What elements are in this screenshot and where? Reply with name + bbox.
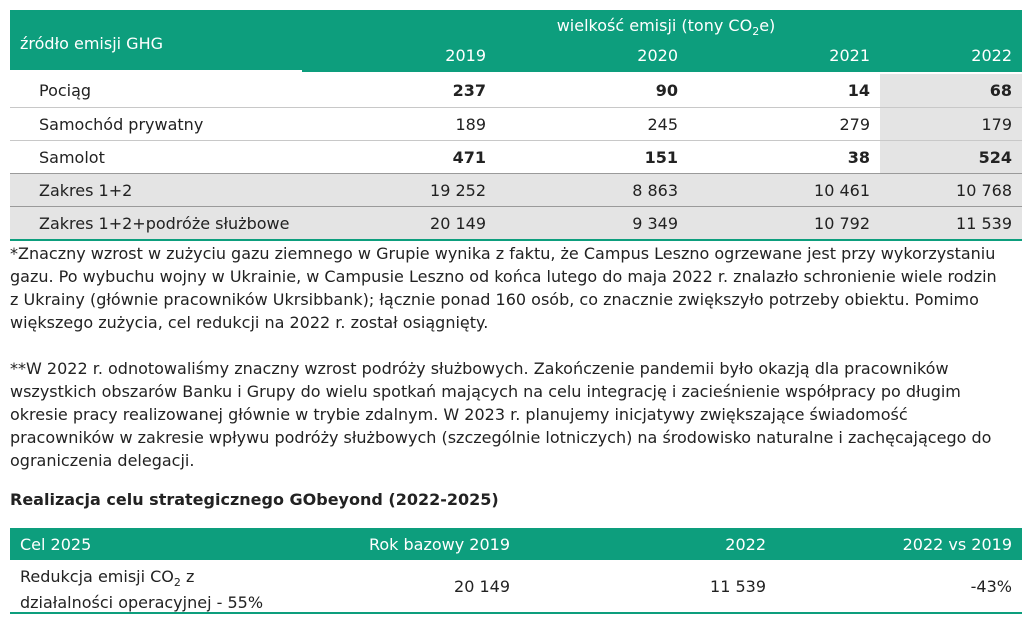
table-row: Pociąg 237 90 14 68: [10, 74, 1022, 107]
cell-2021: 10 461: [814, 181, 870, 200]
footnote-line: pracowników w zakresie wpływu podróży sł…: [10, 428, 992, 447]
cell-2020: 151: [644, 148, 678, 167]
table-row: Samochód prywatny 189 245 279 179: [10, 108, 1022, 140]
cell-2020: 90: [655, 81, 678, 100]
row-divider: [10, 140, 1022, 141]
goal-header-target: Cel 2025: [20, 535, 92, 554]
column-2022-shade: [880, 74, 1022, 107]
goal-row: Redukcja emisji CO2 z działalności operac…: [10, 560, 1022, 612]
cell-2019: 20 149: [430, 214, 486, 233]
footnote-line: większego zużycia, cel redukcji na 2022 …: [10, 313, 489, 332]
footnote-line: gazu. Po wybuchu wojny w Ukrainie, w Cam…: [10, 267, 997, 286]
table-bottom-border: [10, 239, 1022, 241]
footnote-line: wszystkich obszarów Banku i Grupy do wie…: [10, 382, 961, 401]
section-title: Realizacja celu strategicznego GObeyond …: [10, 490, 499, 509]
cell-2022: 10 768: [956, 181, 1012, 200]
header-underline: [10, 70, 302, 72]
cell-2021: 38: [847, 148, 870, 167]
goal-table-bottom-border: [10, 612, 1022, 614]
column-2022-shade: [880, 108, 1022, 140]
goal-value-2022: 11 539: [710, 577, 766, 596]
table-row: Zakres 1+2+podróże służbowe 20 149 9 349…: [10, 207, 1022, 239]
cell-2022: 11 539: [956, 214, 1012, 233]
goal-change: -43%: [970, 577, 1012, 596]
year-header-2021: 2021: [829, 46, 870, 65]
footnote-business-travel: **W 2022 r. odnotowaliśmy znaczny wzrost…: [10, 357, 1030, 472]
year-header-2020: 2020: [637, 46, 678, 65]
row-label: Zakres 1+2: [39, 181, 133, 200]
footnote-line: z Ukrainy (głównie pracowników Ukrsibban…: [10, 290, 979, 309]
cell-2020: 9 349: [632, 214, 678, 233]
cell-2019: 19 252: [430, 181, 486, 200]
cell-2020: 245: [647, 115, 678, 134]
row-label: Pociąg: [39, 81, 92, 100]
row-divider: [10, 107, 1022, 108]
source-column-header: źródło emisji GHG: [20, 34, 164, 53]
column-2022-shade: [880, 141, 1022, 173]
unit-header: wielkość emisji (tony CO2e): [556, 16, 776, 39]
cell-2022: 179: [981, 115, 1012, 134]
cell-2019: 237: [452, 81, 486, 100]
footnote-line: okresie pracy realizowanej głównie w try…: [10, 405, 908, 424]
cell-2019: 471: [452, 148, 486, 167]
row-divider: [10, 206, 1022, 207]
goal-base-2019: 20 149: [454, 577, 510, 596]
cell-2019: 189: [455, 115, 486, 134]
goal-header-2022: 2022: [725, 535, 766, 554]
year-header-2019: 2019: [445, 46, 486, 65]
row-label: Samochód prywatny: [39, 115, 204, 134]
goal-label: Redukcja emisji CO2 z działalności operac…: [20, 567, 264, 613]
table-row: Zakres 1+2 19 252 8 863 10 461 10 768: [10, 174, 1022, 206]
goal-table-header: Cel 2025 Rok bazowy 2019 2022 2022 vs 20…: [10, 528, 1022, 560]
row-label: Zakres 1+2+podróże służbowe: [39, 214, 290, 233]
cell-2020: 8 863: [632, 181, 678, 200]
cell-2021: 279: [839, 115, 870, 134]
cell-2021: 10 792: [814, 214, 870, 233]
footnote-line: ograniczenia delegacji.: [10, 451, 195, 470]
cell-2022: 524: [978, 148, 1012, 167]
row-divider: [10, 173, 1022, 174]
year-header-2022: 2022: [971, 46, 1012, 65]
goal-header-base-year: Rok bazowy 2019: [368, 535, 510, 554]
footnote-line: **W 2022 r. odnotowaliśmy znaczny wzrost…: [10, 359, 949, 378]
cell-2022: 68: [989, 81, 1012, 100]
emissions-table-header: źródło emisji GHG wielkość emisji (tony …: [10, 10, 1022, 72]
row-label: Samolot: [39, 148, 105, 167]
table-row: Samolot 471 151 38 524: [10, 141, 1022, 173]
footnote-gas: *Znaczny wzrost w zużyciu gazu ziemnego …: [10, 242, 1030, 334]
cell-2021: 14: [847, 81, 870, 100]
goal-header-change: 2022 vs 2019: [902, 535, 1012, 554]
footnote-line: *Znaczny wzrost w zużyciu gazu ziemnego …: [10, 244, 996, 263]
